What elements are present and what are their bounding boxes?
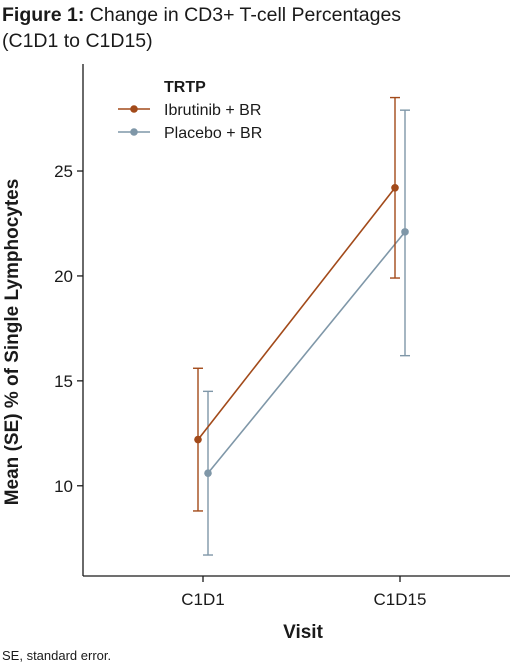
footnote: SE, standard error.	[2, 648, 112, 663]
legend-label: Ibrutinib + BR	[164, 102, 261, 119]
data-point	[401, 228, 409, 236]
x-axis-title: Visit	[283, 622, 323, 643]
figure-title-line-2: (C1D1 to C1D15)	[2, 30, 153, 52]
legend-swatch-marker	[130, 128, 138, 136]
figure-label: Figure 1:	[2, 4, 85, 26]
chart-series	[193, 96, 410, 556]
y-axis-title: Mean (SE) % of Single Lymphocytes	[2, 179, 23, 506]
y-tick-label: 20	[54, 267, 73, 286]
x-tick-label: C1D1	[181, 590, 224, 609]
legend-swatch-marker	[130, 105, 138, 113]
figure-title-line-1: Figure 1: Change in CD3+ T-cell Percenta…	[2, 2, 512, 28]
y-tick-label: 25	[54, 162, 73, 181]
x-tick-label: C1D15	[374, 590, 427, 609]
chart-axes	[82, 64, 510, 577]
y-tick-label: 15	[54, 372, 73, 391]
data-point	[391, 184, 399, 192]
data-point	[204, 469, 212, 477]
chart-legend: TRTP Ibrutinib + BR Placebo + BR	[118, 79, 262, 142]
data-point	[194, 435, 202, 444]
figure-title-text: Change in CD3+ T-cell Percentages	[89, 4, 402, 26]
series-line	[207, 231, 406, 474]
chart-ticks: 10 15 20 25 C1D1 C1D15	[54, 162, 426, 609]
figure-title: Figure 1: Change in CD3+ T-cell Percenta…	[2, 2, 512, 54]
series-line	[197, 187, 396, 441]
y-tick-label: 10	[54, 477, 73, 496]
series-ibrutinib-br	[193, 96, 400, 512]
legend-label: Placebo + BR	[164, 125, 262, 142]
series-placebo-br	[203, 109, 410, 556]
legend-title: TRTP	[164, 79, 206, 96]
